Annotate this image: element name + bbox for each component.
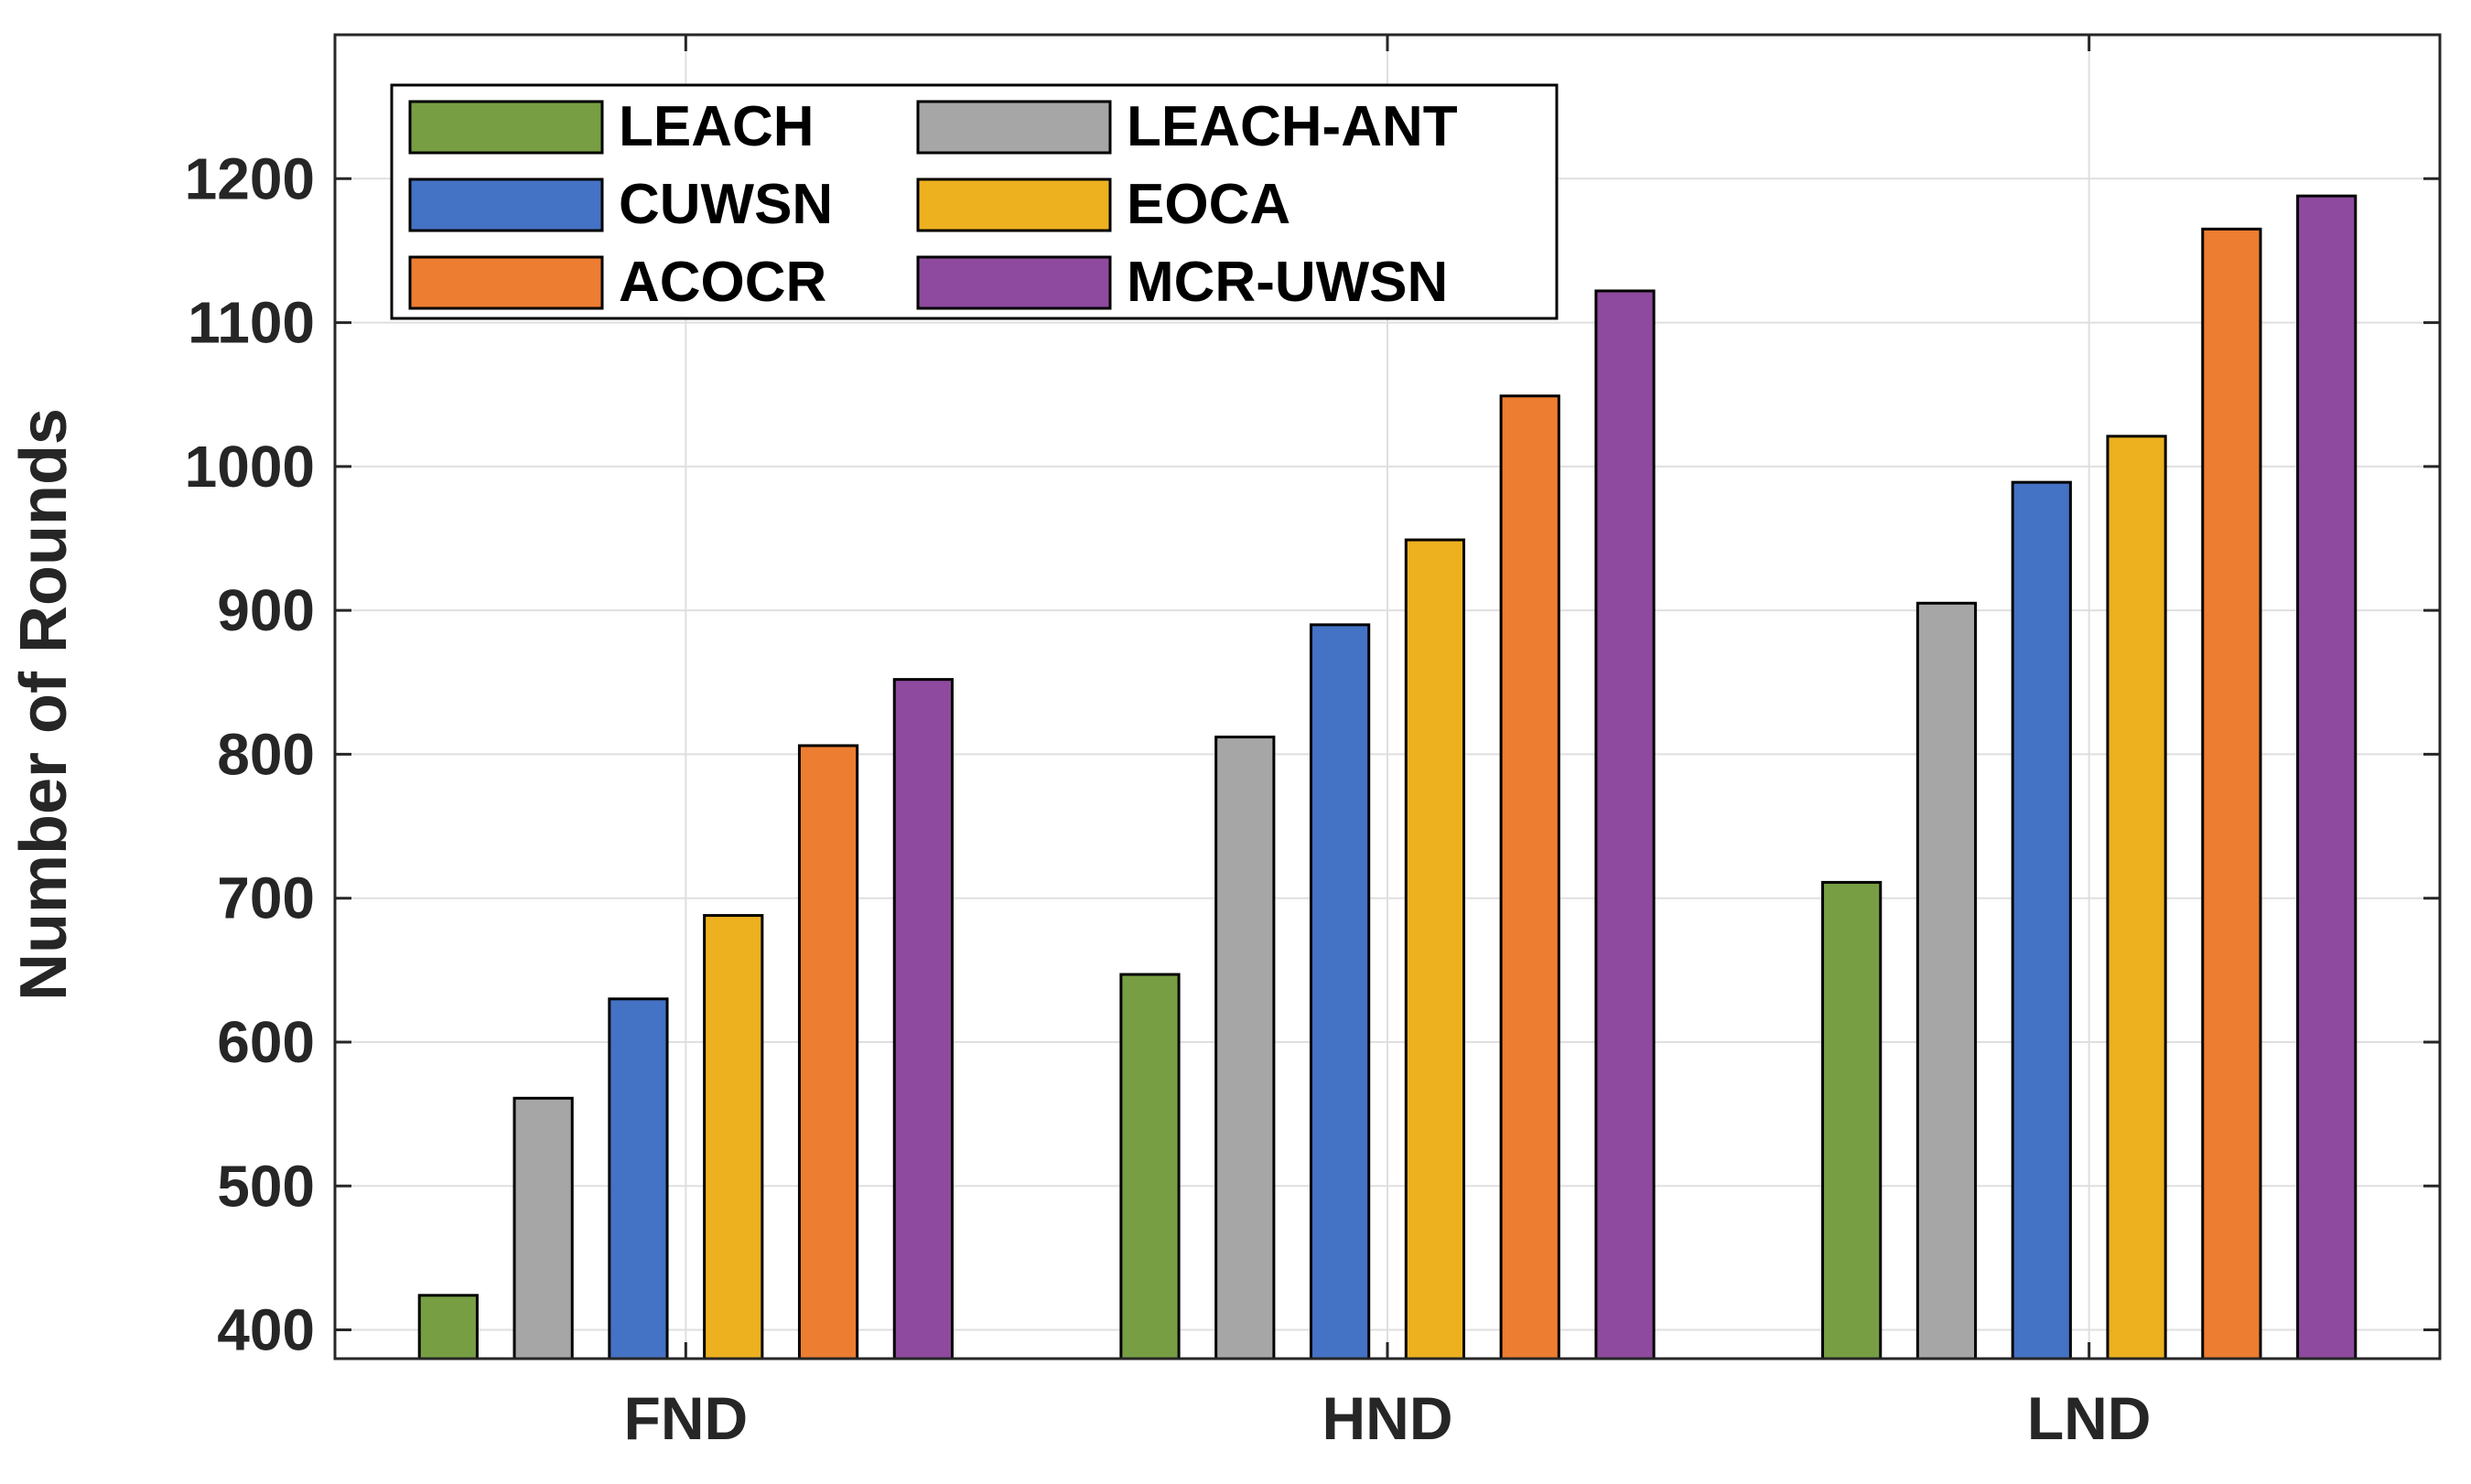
bar-cuwsn-fnd bbox=[608, 997, 669, 1360]
y-tick-labels: 400 500 600 700 800 900 1000 1100 1200 bbox=[185, 145, 315, 1362]
legend-swatch bbox=[916, 255, 1112, 310]
y-tick-label: 800 bbox=[217, 721, 315, 787]
bar-leach-ant-lnd bbox=[1915, 601, 1978, 1360]
bar-acocr-hnd bbox=[1499, 394, 1560, 1360]
legend-label: CUWSN bbox=[619, 173, 833, 236]
legend-label: EOCA bbox=[1127, 173, 1290, 236]
legend-label: MCR-UWSN bbox=[1127, 251, 1448, 314]
bar-mcr-uwsn-hnd bbox=[1594, 289, 1656, 1360]
legend-swatch bbox=[916, 177, 1112, 232]
legend-swatch bbox=[408, 100, 604, 155]
bar-cuwsn-lnd bbox=[2011, 480, 2072, 1360]
legend-label: LEACH bbox=[619, 95, 815, 158]
x-tick-label: HND bbox=[1322, 1384, 1453, 1452]
y-tick-label: 500 bbox=[217, 1153, 315, 1219]
bar-cuwsn-hnd bbox=[1309, 623, 1371, 1360]
x-tick-label: LND bbox=[2027, 1384, 2152, 1452]
y-tick-label: 400 bbox=[217, 1297, 315, 1363]
legend-label: ACOCR bbox=[619, 251, 826, 314]
bar-leach-ant-hnd bbox=[1214, 736, 1276, 1360]
bar-mcr-uwsn-lnd bbox=[2296, 194, 2358, 1360]
bar-leach-fnd bbox=[417, 1294, 479, 1360]
bar-series bbox=[417, 194, 2358, 1360]
x-tick-label: FND bbox=[624, 1384, 749, 1452]
bar-leach-lnd bbox=[1821, 880, 1883, 1360]
bar-leach-ant-fnd bbox=[513, 1096, 574, 1360]
y-tick-label: 1200 bbox=[185, 145, 315, 211]
bar-leach-hnd bbox=[1119, 973, 1181, 1360]
y-tick-label: 600 bbox=[217, 1009, 315, 1075]
legend-swatch bbox=[408, 255, 604, 310]
legend-label: LEACH-ANT bbox=[1127, 95, 1458, 158]
bar-acocr-lnd bbox=[2201, 227, 2262, 1360]
bar-eoca-fnd bbox=[703, 914, 764, 1360]
bar-mcr-uwsn-fnd bbox=[892, 678, 954, 1360]
x-tick-labels: FND HND LND bbox=[624, 1384, 2152, 1452]
tick-marks bbox=[335, 35, 2440, 1359]
y-tick-label: 1100 bbox=[188, 290, 315, 356]
bar-acocr-fnd bbox=[797, 744, 859, 1360]
legend-swatch bbox=[916, 100, 1112, 155]
bar-eoca-lnd bbox=[2106, 435, 2167, 1360]
y-tick-label: 900 bbox=[217, 577, 315, 643]
y-tick-label: 1000 bbox=[185, 434, 315, 500]
y-axis-label: Number of Rounds bbox=[7, 408, 81, 1001]
legend: LEACH LEACH-ANT CUWSN EOCA ACOCR MCR-UWSN bbox=[390, 83, 1559, 320]
y-tick-label: 700 bbox=[217, 866, 315, 931]
legend-swatch bbox=[408, 177, 604, 232]
bar-eoca-hnd bbox=[1404, 538, 1466, 1360]
